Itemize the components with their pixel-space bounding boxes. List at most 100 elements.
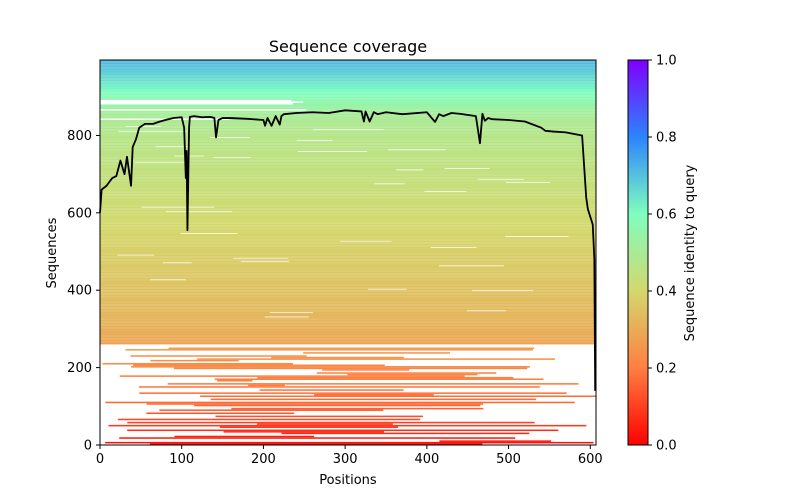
heatmap-row bbox=[100, 130, 596, 133]
heatmap-row bbox=[100, 273, 596, 275]
heatmap-gap bbox=[424, 191, 467, 192]
heatmap-row bbox=[100, 259, 596, 261]
heatmap-row bbox=[100, 180, 596, 182]
x-tick-label: 600 bbox=[578, 452, 603, 467]
heatmap-row bbox=[100, 234, 596, 237]
colorbar-tick-label: 0.2 bbox=[656, 362, 677, 377]
heatmap-row bbox=[197, 358, 555, 360]
heatmap-row bbox=[100, 249, 596, 252]
heatmap-row bbox=[117, 418, 421, 421]
heatmap-row bbox=[100, 322, 596, 325]
heatmap-row bbox=[100, 270, 596, 272]
heatmap-row bbox=[100, 205, 596, 207]
heatmap-row bbox=[100, 121, 596, 124]
heatmap-row bbox=[100, 138, 596, 141]
heatmap-row bbox=[100, 308, 596, 311]
heatmap-row bbox=[215, 415, 424, 418]
heatmap-row bbox=[100, 174, 596, 176]
colorbar-tick-label: 1.0 bbox=[656, 54, 677, 69]
heatmap-row bbox=[100, 254, 596, 257]
heatmap-row bbox=[167, 383, 579, 385]
y-tick-label: 800 bbox=[67, 129, 92, 144]
heatmap-row bbox=[100, 132, 596, 134]
y-tick-label: 600 bbox=[67, 206, 92, 221]
heatmap-gap bbox=[210, 137, 250, 138]
heatmap-row bbox=[100, 79, 596, 82]
colorbar-tick-label: 0.6 bbox=[656, 208, 677, 223]
heatmap-row bbox=[100, 172, 596, 175]
heatmap-row bbox=[100, 157, 596, 159]
heatmap-row bbox=[100, 192, 596, 195]
heatmap-row bbox=[100, 191, 596, 193]
heatmap-row bbox=[248, 384, 285, 387]
heatmap-row bbox=[139, 392, 567, 394]
heatmap-row bbox=[291, 99, 596, 102]
heatmap-row bbox=[100, 265, 596, 268]
heatmap-row bbox=[322, 369, 410, 371]
x-tick-label: 0 bbox=[96, 452, 104, 467]
heatmap-row bbox=[100, 175, 596, 178]
heatmap-row bbox=[100, 302, 596, 305]
y-axis: 0 200 400 600 800 bbox=[67, 129, 100, 454]
heatmap-row bbox=[100, 147, 596, 150]
heatmap-gap bbox=[118, 130, 187, 132]
heatmap-gap bbox=[339, 240, 392, 242]
heatmap-gap bbox=[396, 169, 424, 171]
x-tick-label: 200 bbox=[251, 452, 276, 467]
heatmap-row bbox=[100, 212, 596, 215]
x-tick-label: 400 bbox=[414, 452, 439, 467]
heatmap-row bbox=[100, 127, 596, 130]
heatmap-row bbox=[100, 310, 596, 312]
heatmap-row bbox=[100, 211, 596, 213]
x-tick-label: 100 bbox=[169, 452, 194, 467]
heatmap-row bbox=[100, 297, 596, 300]
heatmap-row bbox=[100, 106, 596, 108]
heatmap-row bbox=[149, 443, 483, 445]
heatmap-row bbox=[100, 296, 596, 298]
heatmap-gap bbox=[466, 310, 506, 312]
heatmap-row bbox=[100, 257, 596, 260]
heatmap-row bbox=[131, 366, 530, 368]
heatmap-row bbox=[100, 98, 596, 100]
heatmap-row bbox=[127, 421, 535, 424]
heatmap-row bbox=[100, 277, 596, 280]
heatmap-row bbox=[100, 242, 596, 244]
heatmap-row bbox=[100, 279, 596, 281]
heatmap-row bbox=[100, 327, 596, 329]
heatmap-row bbox=[105, 401, 575, 404]
heatmap-row bbox=[100, 304, 596, 306]
heatmap-row bbox=[100, 160, 596, 162]
heatmap-row bbox=[100, 137, 596, 139]
heatmap-gap bbox=[240, 260, 289, 262]
heatmap-row bbox=[100, 217, 596, 220]
heatmap-row bbox=[102, 362, 293, 365]
heatmap-row bbox=[100, 200, 596, 203]
heatmap-row bbox=[271, 356, 404, 359]
heatmap-gap bbox=[134, 161, 189, 163]
heatmap-row bbox=[100, 338, 596, 340]
heatmap-gap bbox=[264, 316, 309, 318]
heatmap-row bbox=[257, 423, 393, 425]
heatmap-row bbox=[100, 167, 596, 170]
heatmap-row bbox=[100, 119, 596, 122]
heatmap-row bbox=[108, 424, 587, 427]
heatmap-row bbox=[100, 194, 596, 196]
heatmap-row bbox=[281, 432, 530, 435]
heatmap-row bbox=[100, 184, 596, 187]
heatmap-row bbox=[100, 198, 596, 201]
heatmap-row bbox=[316, 372, 497, 374]
heatmap-row bbox=[292, 102, 596, 105]
heatmap-row bbox=[100, 318, 596, 320]
heatmap-row bbox=[100, 92, 596, 94]
heatmap-row bbox=[100, 183, 596, 185]
heatmap-row bbox=[100, 341, 596, 343]
colorbar-axis: 0.0 0.2 0.4 0.6 0.8 1.0 bbox=[648, 54, 677, 454]
heatmap-row bbox=[100, 253, 596, 255]
heatmap-row bbox=[100, 133, 596, 136]
heatmap-row bbox=[100, 236, 596, 238]
heatmap-row bbox=[100, 155, 596, 158]
heatmap-gap bbox=[505, 181, 550, 183]
heatmap-row bbox=[100, 282, 596, 285]
heatmap-row bbox=[100, 215, 596, 218]
